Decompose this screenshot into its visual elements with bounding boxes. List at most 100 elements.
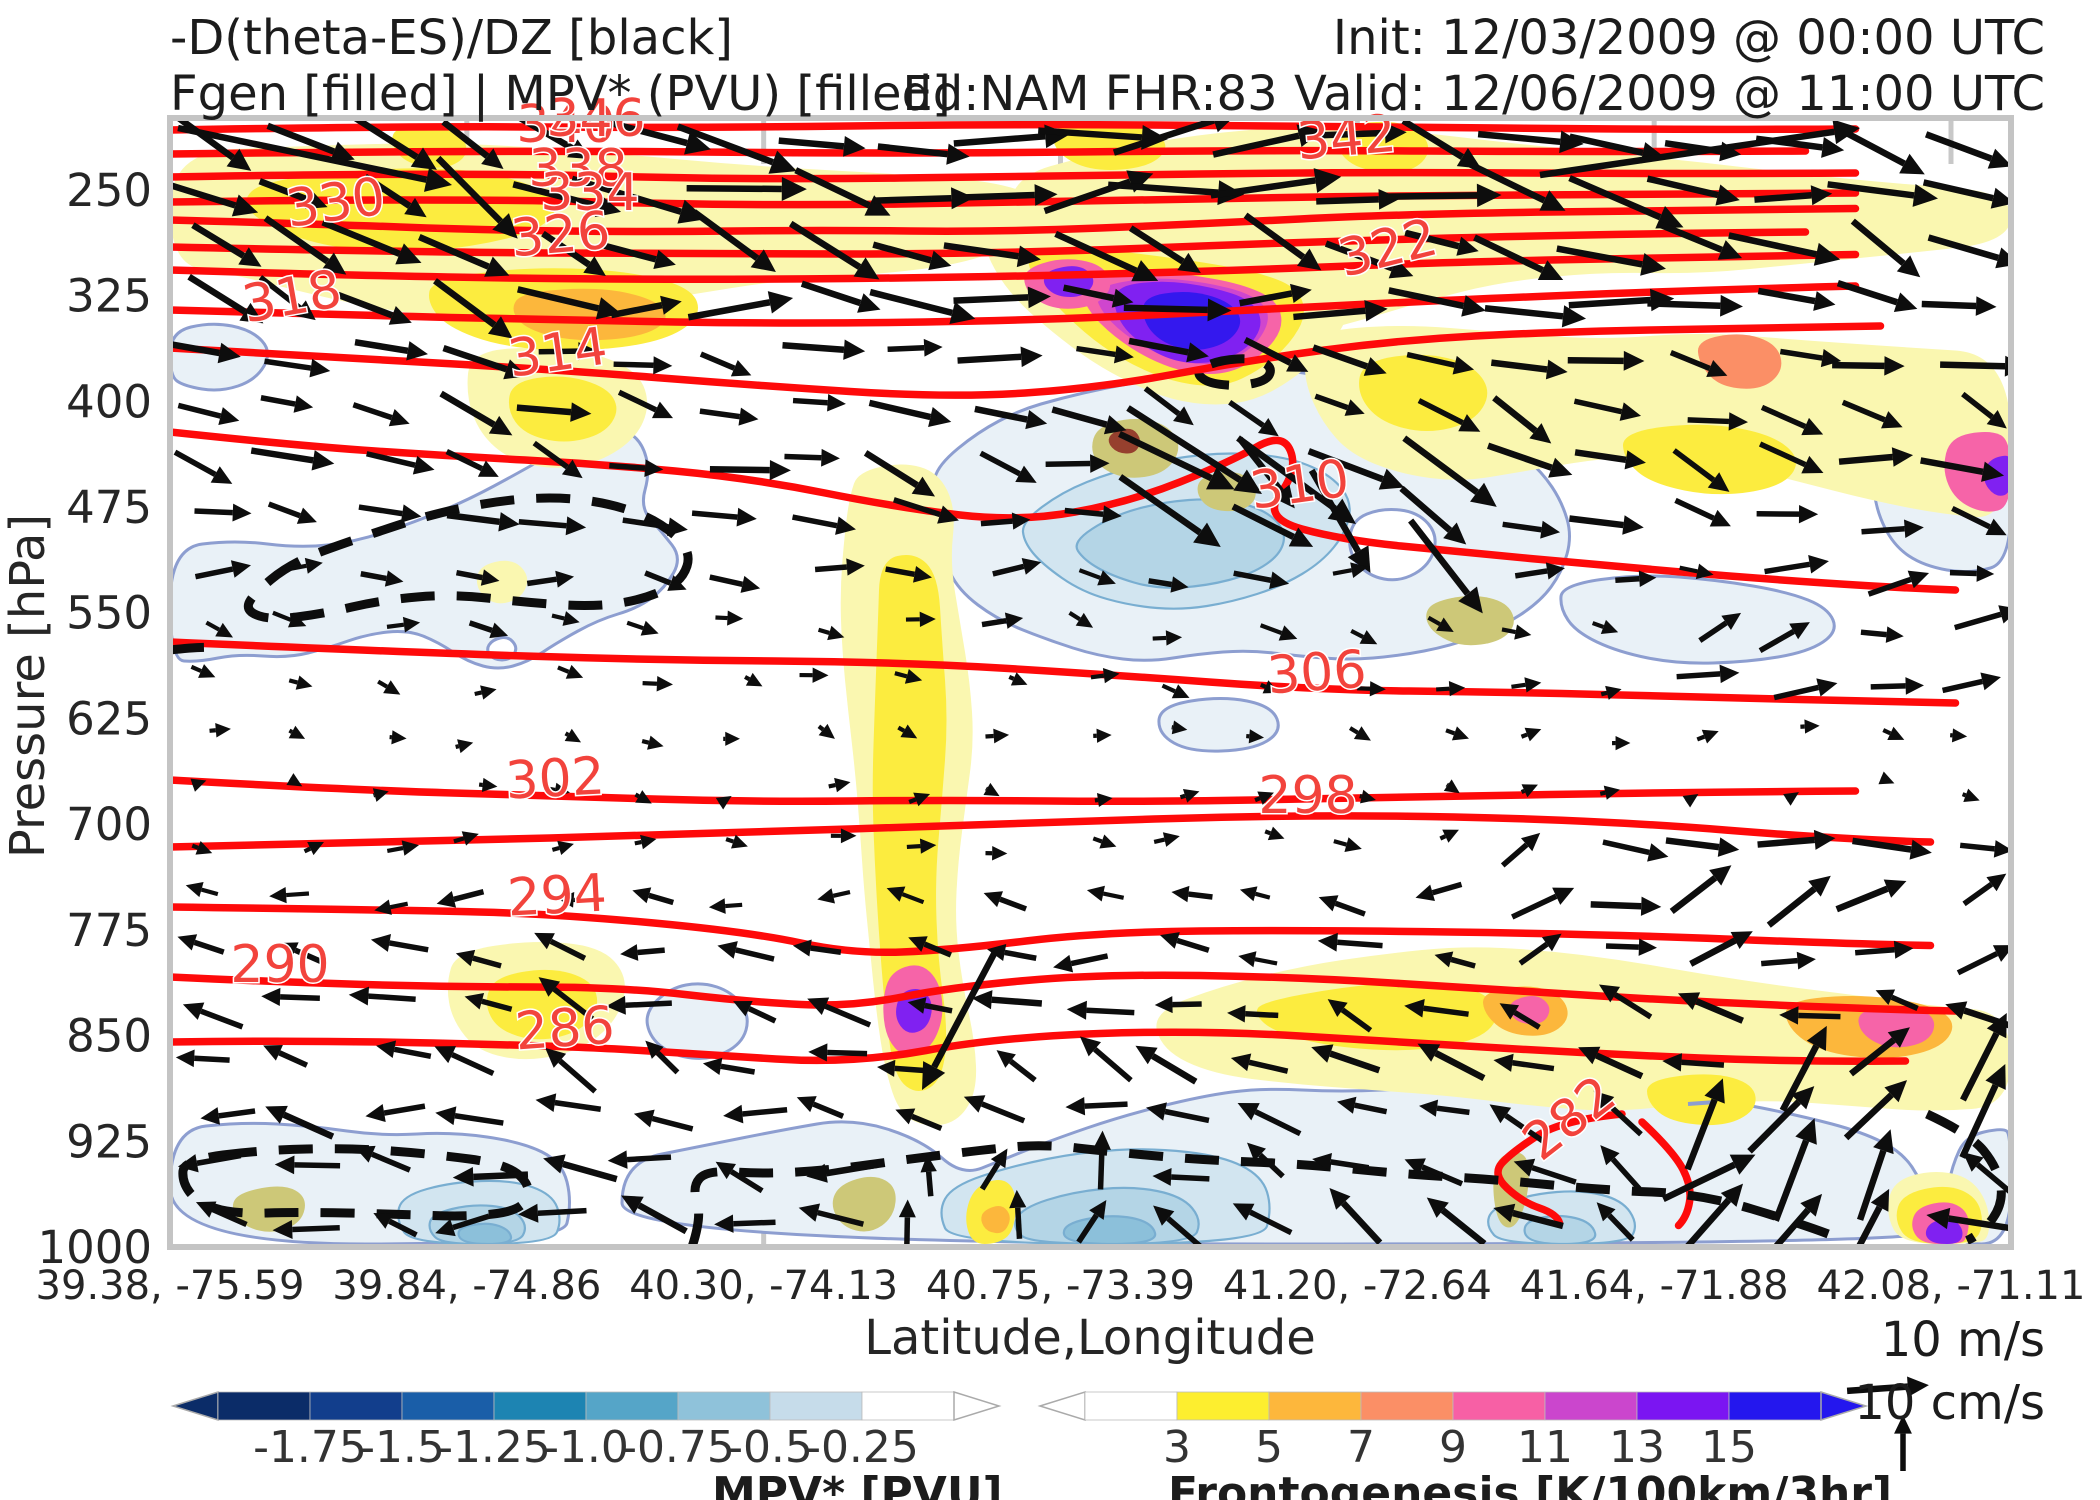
wind-arrow-shaft: [1512, 1060, 1555, 1072]
wind-arrow-head: [1415, 884, 1435, 901]
wind-arrow-head: [348, 986, 370, 1006]
wind-arrow-shaft: [518, 519, 567, 529]
wind-arrow-head: [1027, 286, 1051, 309]
wind-arrow-head: [1079, 1036, 1102, 1057]
wind-arrow-head: [1344, 399, 1365, 416]
wind-arrow-head: [904, 669, 923, 684]
wind-arrow-shaft: [1941, 678, 1984, 694]
wind-arrow-shaft: [1404, 229, 1460, 250]
wind-arrow-shaft: [897, 725, 906, 733]
wind-arrow-head: [1312, 1152, 1332, 1171]
wind-arrow-head: [911, 476, 936, 497]
wind-arrow-head: [1369, 681, 1386, 697]
wind-arrow-shaft: [1758, 629, 1796, 654]
colorbar-segment: [1636, 1391, 1730, 1421]
wind-arrow-shaft: [1118, 474, 1202, 536]
wind-arrow-head: [1561, 305, 1587, 328]
wind-arrow-shaft: [371, 1151, 411, 1173]
wind-arrow-shaft: [1689, 937, 1737, 967]
wind-arrow-shaft: [200, 887, 219, 897]
wind-arrow-head: [1186, 342, 1209, 363]
frontogenesis-region: [513, 288, 666, 341]
wind-arrow-head: [1154, 996, 1173, 1014]
wind-arrow-head: [1963, 788, 1980, 803]
wind-arrow-shaft: [974, 405, 1028, 423]
wind-arrow-shaft: [1921, 300, 1977, 310]
wind-arrow-shaft: [1595, 1052, 1644, 1080]
wind-arrow-head: [1907, 570, 1930, 589]
wind-arrow-shaft: [1045, 460, 1091, 467]
wind-arrow-head: [1004, 612, 1024, 629]
wind-arrow-head: [1990, 187, 2011, 209]
wind-arrow-shaft: [1949, 569, 1977, 577]
wind-arrow-head: [640, 834, 657, 850]
wind-arrow-shaft: [1504, 1113, 1547, 1145]
wind-arrow-shaft: [173, 449, 217, 477]
axis-labels: 250 325 400 475 550 625 700 775 850 925 100039.38,…: [36, 164, 2086, 1309]
wind-arrow-shaft: [985, 733, 994, 739]
wind-arrow-shaft: [1920, 457, 1984, 475]
wind-arrow-shaft: [1051, 406, 1108, 428]
wind-arrow-shaft: [1402, 435, 1479, 495]
wind-arrow-head: [1347, 545, 1371, 573]
wind-arrow-shaft: [1312, 344, 1369, 370]
wind-arrow-head: [1010, 672, 1028, 686]
wind-arrow-shaft: [1682, 1197, 1732, 1247]
wind-arrow-shaft: [1236, 435, 1337, 512]
wind-arrow-head: [798, 1203, 821, 1222]
wind-arrow-head: [1329, 1188, 1351, 1210]
colorbars: -1.75-1.5-1.25-1.0-0.75-0.5-0.25 3 5 7 9 11 13…: [170, 1376, 1929, 1473]
colorbar-segment: [585, 1391, 679, 1421]
wind-arrow-head: [1883, 879, 1907, 898]
wind-arrow-shaft: [817, 627, 830, 635]
wind-arrow-shaft: [1681, 1059, 1725, 1068]
wind-arrow-head: [1470, 482, 1497, 507]
wind-arrow-head: [1015, 465, 1037, 483]
wind-arrow-head: [723, 1104, 744, 1124]
wind-arrow-shaft: [1486, 442, 1553, 471]
wind-arrow-head: [286, 773, 303, 787]
wind-arrow-head: [996, 1050, 1016, 1068]
wind-arrow-shaft: [999, 896, 1028, 912]
wind-arrow-head: [481, 777, 498, 793]
wind-arrow-head: [190, 778, 207, 792]
wind-arrow-head: [1903, 519, 1924, 538]
wind-arrow-shaft: [377, 679, 388, 689]
wind-arrow-head: [293, 395, 314, 413]
wind-arrow-head: [1524, 727, 1542, 742]
wind-arrow-head: [1540, 520, 1561, 539]
wind-arrow-shaft: [1436, 1105, 1470, 1116]
wind-arrow-head: [834, 777, 851, 793]
colorbar-tick-label: -1.5: [359, 1422, 445, 1473]
wind-arrow-head: [1206, 467, 1235, 490]
dashed-contour-line: [243, 493, 693, 623]
wind-arrow-shaft: [1766, 886, 1817, 928]
wind-arrow-head: [1808, 875, 1831, 897]
wind-arrow-head: [1193, 522, 1221, 548]
wind-arrow-head: [846, 558, 865, 576]
y-tick-label: 475: [66, 481, 152, 534]
wind-arrow-head: [217, 342, 241, 364]
wind-arrow-head: [404, 197, 427, 218]
wind-arrow-head: [1596, 1202, 1616, 1222]
wind-arrow-head: [607, 1150, 628, 1169]
wind-arrow-head: [983, 891, 1003, 908]
wind-arrow-shaft: [810, 945, 842, 955]
wind-arrow-head: [725, 731, 740, 746]
wind-arrow-shaft: [363, 173, 412, 209]
dashed-contour-line: [170, 642, 220, 655]
wind-arrow-head: [653, 356, 673, 375]
wind-arrow-shaft: [1760, 957, 1798, 967]
wind-arrow-head: [400, 504, 422, 523]
wind-arrow-head: [391, 730, 407, 745]
wind-arrow-head: [1016, 245, 1041, 268]
wind-arrow-shaft: [194, 1055, 230, 1063]
colorbar-tick-label: -0.5: [727, 1422, 813, 1473]
wind-arrow-shaft: [610, 302, 663, 319]
theta-es-contour-line: [170, 282, 1860, 327]
wind-arrow-shaft: [1961, 391, 1994, 420]
wind-arrow-head: [750, 249, 776, 272]
wind-arrow-shaft: [1846, 1383, 1908, 1395]
wind-arrow-shaft: [904, 1217, 911, 1247]
